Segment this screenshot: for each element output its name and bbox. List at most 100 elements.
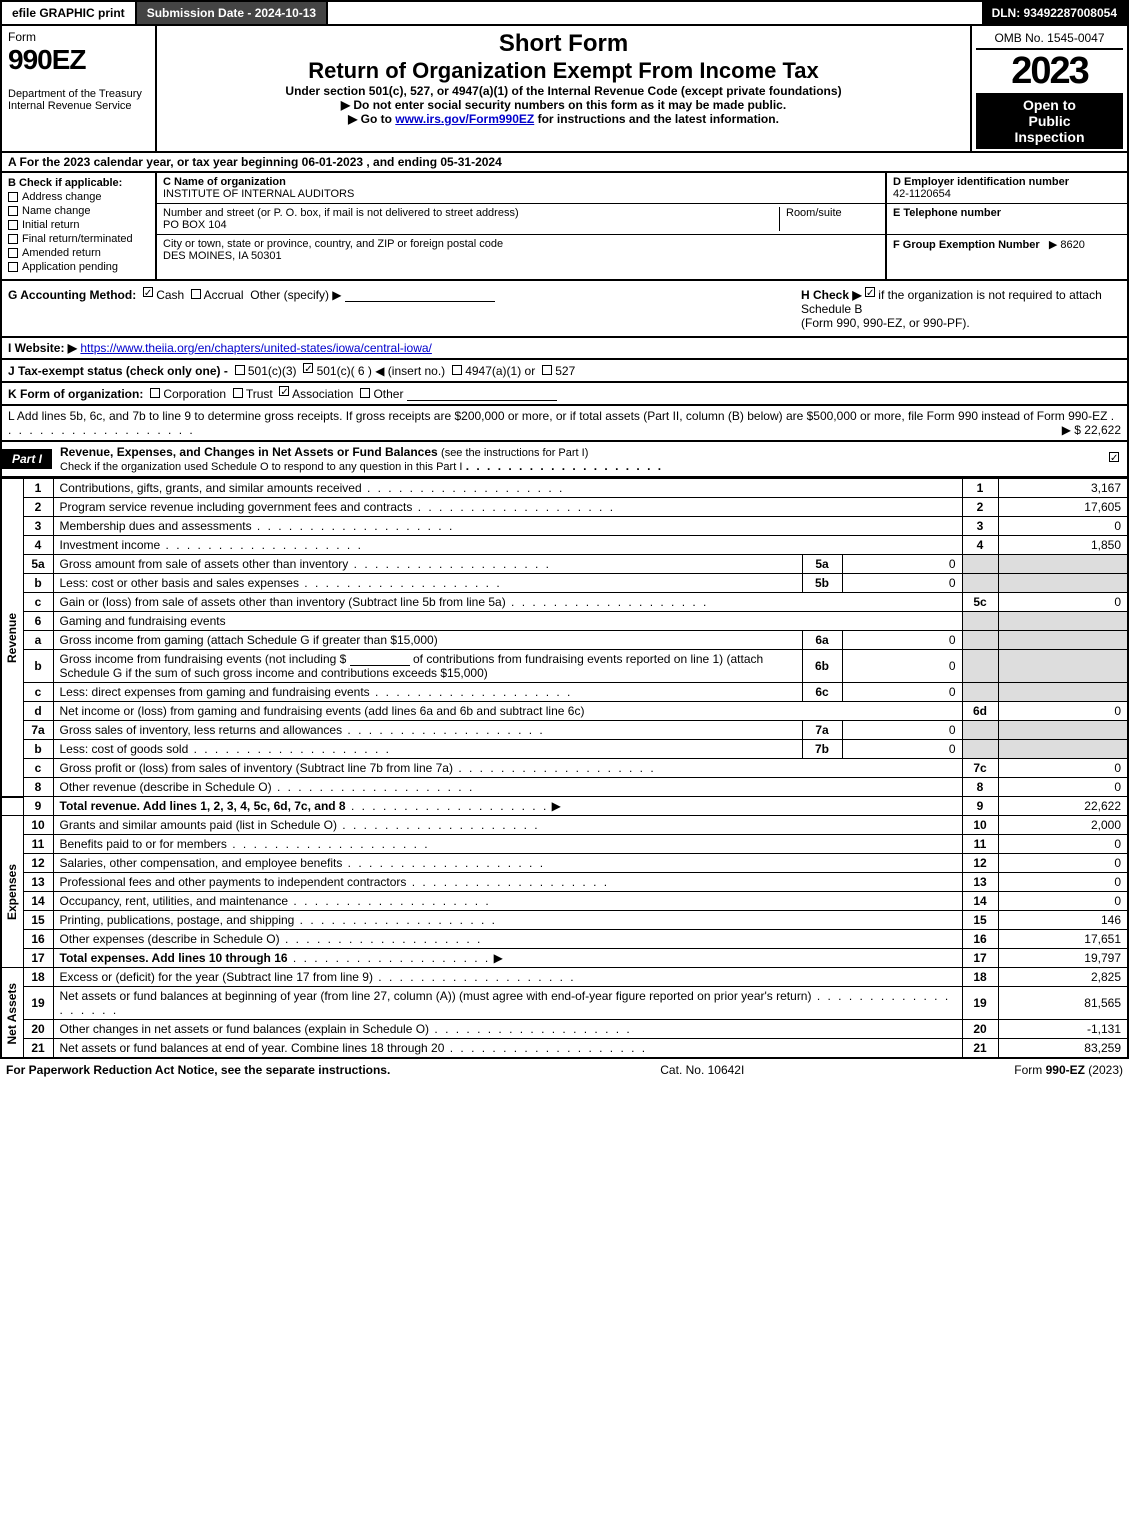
other-method-input[interactable] [345,290,495,302]
form-word: Form [8,30,36,44]
line-6c-subvalue: 0 [842,683,962,702]
label-accrual: Accrual [204,288,244,302]
line-20-desc: Other changes in net assets or fund bala… [60,1022,430,1036]
line-6d-desc: Net income or (loss) from gaming and fun… [53,702,962,721]
line-9-rnum: 9 [962,797,998,816]
line-6a-shade [962,631,998,650]
section-l-text: L Add lines 5b, 6c, and 7b to line 9 to … [8,409,1107,423]
org-name-value: INSTITUTE OF INTERNAL AUDITORS [163,188,354,200]
line-14-value: 0 [998,892,1128,911]
line-8-num: 8 [23,778,53,797]
line-6b-amount-input[interactable] [350,654,410,666]
line-14-num: 14 [23,892,53,911]
footer-right: Form 990-EZ (2023) [1014,1063,1123,1077]
checkbox-501c3[interactable] [235,365,245,375]
other-org-input[interactable] [407,389,557,401]
label-application-pending: Application pending [22,261,118,273]
footer-center: Cat. No. 10642I [660,1063,744,1077]
checkbox-application-pending[interactable] [8,262,18,272]
header-right: OMB No. 1545-0047 2023 Open to Public In… [972,26,1127,151]
checkbox-527[interactable] [542,365,552,375]
column-d-e-f: D Employer identification number 42-1120… [887,173,1127,279]
line-20-value: -1,131 [998,1020,1128,1039]
line-6b-subvalue: 0 [842,650,962,683]
line-6a-desc: Gross income from gaming (attach Schedul… [53,631,802,650]
checkbox-501c[interactable] [303,363,313,373]
line-5a-num: 5a [23,555,53,574]
line-10-value: 2,000 [998,816,1128,835]
street-label: Number and street (or P. O. box, if mail… [163,207,519,219]
checkbox-accrual[interactable] [191,289,201,299]
line-6b-sublabel: 6b [802,650,842,683]
line-21-desc: Net assets or fund balances at end of ye… [60,1041,445,1055]
header-note-ssn: Do not enter social security numbers on … [165,98,962,112]
line-3-num: 3 [23,517,53,536]
line-19-desc: Net assets or fund balances at beginning… [60,989,812,1003]
checkbox-trust[interactable] [233,388,243,398]
tax-exempt-label: J Tax-exempt status (check only one) - [8,364,228,378]
line-9-value: 22,622 [998,797,1128,816]
line-17-num: 17 [23,949,53,968]
line-5c-value: 0 [998,593,1128,612]
line-4-rnum: 4 [962,536,998,555]
website-link[interactable]: https://www.theiia.org/en/chapters/unite… [80,341,432,355]
line-13-value: 0 [998,873,1128,892]
line-17-rnum: 17 [962,949,998,968]
submission-date-button[interactable]: Submission Date - 2024-10-13 [137,2,328,24]
line-6a-sublabel: 6a [802,631,842,650]
line-1-desc: Contributions, gifts, grants, and simila… [60,481,362,495]
label-501c-other: 501(c)( 6 ) ◀ (insert no.) [317,364,446,378]
label-other-org: Other [373,387,403,401]
title-main: Return of Organization Exempt From Incom… [165,58,962,84]
line-10-num: 10 [23,816,53,835]
checkbox-cash[interactable] [143,287,153,297]
label-association: Association [292,387,353,401]
checkbox-association[interactable] [279,386,289,396]
checkbox-corporation[interactable] [150,388,160,398]
city-label: City or town, state or province, country… [163,238,503,250]
line-6c-shade [962,683,998,702]
footer-left: For Paperwork Reduction Act Notice, see … [6,1063,390,1077]
line-6b-shade-val [998,650,1128,683]
h-check-label: H Check ▶ [801,288,862,302]
checkbox-schedule-o-part1[interactable] [1109,452,1119,462]
checkbox-schedule-b[interactable] [865,287,875,297]
line-5b-shade [962,574,998,593]
line-7a-num: 7a [23,721,53,740]
checkbox-final-return[interactable] [8,234,18,244]
section-j: J Tax-exempt status (check only one) - 5… [0,360,1129,383]
dln-label: DLN: 93492287008054 [982,2,1127,24]
section-k: K Form of organization: Corporation Trus… [0,383,1129,406]
group-exemption-label: F Group Exemption Number [893,239,1040,251]
line-8-desc: Other revenue (describe in Schedule O) [60,780,272,794]
line-7c-num: c [23,759,53,778]
checkbox-other-org[interactable] [360,388,370,398]
top-bar: efile GRAPHIC print Submission Date - 20… [0,0,1129,26]
line-19-rnum: 19 [962,987,998,1020]
checkbox-4947a1[interactable] [452,365,462,375]
line-12-rnum: 12 [962,854,998,873]
line-7a-shade [962,721,998,740]
irs-link[interactable]: www.irs.gov/Form990EZ [395,112,534,126]
website-label: I Website: ▶ [8,341,77,355]
org-name-label: C Name of organization [163,176,286,188]
line-6c-desc: Less: direct expenses from gaming and fu… [60,685,370,699]
header-subtitle: Under section 501(c), 527, or 4947(a)(1)… [165,84,962,98]
section-i: I Website: ▶ https://www.theiia.org/en/c… [0,338,1129,360]
header-note-goto: Go to www.irs.gov/Form990EZ for instruct… [165,112,962,126]
line-5c-num: c [23,593,53,612]
line-6-desc: Gaming and fundraising events [53,612,962,631]
line-10-desc: Grants and similar amounts paid (list in… [60,818,337,832]
line-8-value: 0 [998,778,1128,797]
label-527: 527 [555,364,575,378]
line-15-value: 146 [998,911,1128,930]
checkbox-name-change[interactable] [8,206,18,216]
accounting-method-label: G Accounting Method: [8,288,136,302]
line-16-value: 17,651 [998,930,1128,949]
checkbox-initial-return[interactable] [8,220,18,230]
revenue-total-spacer [1,797,23,816]
h-text2: (Form 990, 990-EZ, or 990-PF). [801,316,970,330]
efile-print-button[interactable]: efile GRAPHIC print [2,2,137,24]
checkbox-address-change[interactable] [8,192,18,202]
checkbox-amended-return[interactable] [8,248,18,258]
